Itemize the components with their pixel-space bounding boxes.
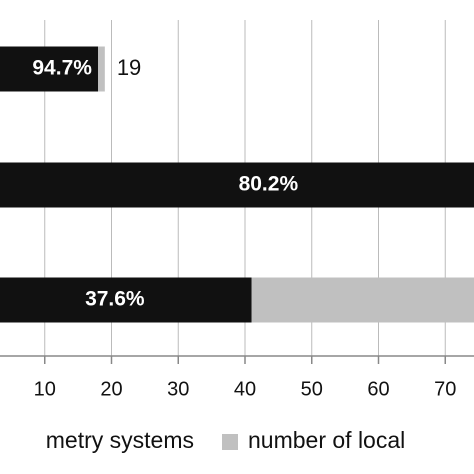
- bar-segment: [98, 46, 105, 92]
- legend-label: number of local: [248, 427, 405, 453]
- x-tick-label: 60: [367, 378, 389, 400]
- x-tick-label: 40: [234, 378, 256, 400]
- total-label: 19: [117, 55, 141, 80]
- legend-label: metry systems: [46, 427, 194, 453]
- x-tick-label: 50: [301, 378, 323, 400]
- percent-label: 94.7%: [32, 57, 92, 80]
- bar-segment: [251, 277, 474, 323]
- x-tick-label: 30: [167, 378, 189, 400]
- x-tick-label: 70: [434, 378, 456, 400]
- legend-swatch: [222, 434, 238, 450]
- percent-label: 37.6%: [85, 288, 145, 311]
- x-tick-label: 20: [100, 378, 122, 400]
- percent-label: 80.2%: [239, 173, 299, 196]
- bar-segment: [0, 46, 99, 92]
- x-tick-label: 10: [34, 378, 56, 400]
- bar-segment: [0, 162, 474, 208]
- bar-segment: [0, 277, 252, 323]
